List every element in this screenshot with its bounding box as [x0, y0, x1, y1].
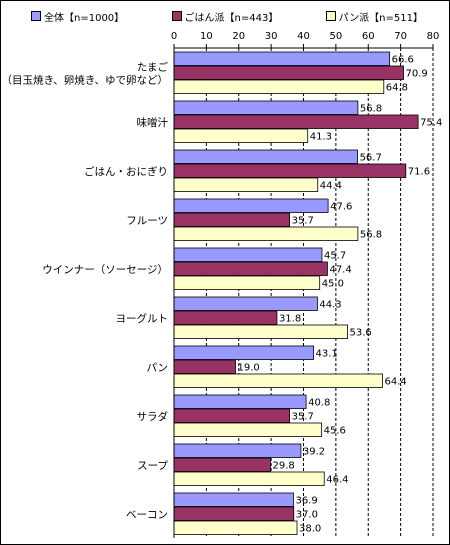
bar — [173, 394, 307, 409]
bar — [173, 471, 325, 486]
bar — [173, 345, 314, 360]
bar — [173, 149, 358, 164]
bar — [173, 520, 298, 535]
category-label: たまご — [137, 61, 169, 74]
bar — [173, 51, 391, 66]
x-tick-label: 80 — [427, 31, 440, 42]
bar — [173, 247, 323, 262]
bar-value-label: 38.0 — [299, 524, 321, 535]
bar-value-label: 71.6 — [408, 167, 430, 178]
legend-label-bread: パン派【n=511】 — [338, 12, 423, 24]
x-tick-label: 20 — [232, 31, 245, 42]
bar — [173, 65, 404, 80]
category-label: ごはん・おにぎり — [84, 165, 168, 178]
category-label: スープ — [137, 460, 168, 472]
x-tick-label: 50 — [330, 31, 343, 42]
bar — [173, 128, 309, 143]
bar-value-label: 75.4 — [420, 118, 442, 129]
bar — [173, 422, 323, 437]
legend-item-rice: ごはん派【n=443】 — [171, 8, 279, 24]
bar — [173, 100, 359, 115]
bar-value-label: 64.8 — [386, 83, 408, 94]
bar — [173, 177, 319, 192]
category-label: パン — [146, 362, 168, 374]
bar — [173, 324, 348, 339]
x-tick-label: 60 — [362, 31, 375, 42]
bar-value-label: 35.7 — [292, 216, 314, 227]
bar — [173, 408, 290, 423]
bar — [173, 163, 407, 178]
legend-item-all: 全体【n=1000】 — [31, 8, 124, 24]
legend-item-bread: パン派【n=511】 — [325, 8, 423, 24]
bar — [173, 275, 321, 290]
category-label: サラダ — [137, 410, 169, 423]
bar-value-label: 45.7 — [324, 251, 346, 262]
bar-value-label: 53.6 — [350, 328, 372, 339]
legend-swatch-bread — [325, 11, 336, 21]
x-tick-label: 10 — [200, 31, 213, 42]
bar-value-label: 66.6 — [392, 55, 414, 66]
x-tick-label: 0 — [171, 31, 177, 42]
bar — [173, 310, 278, 325]
bar-value-label: 47.6 — [330, 202, 352, 213]
category-label: フルーツ — [126, 215, 168, 227]
bar — [173, 443, 302, 458]
bar — [173, 457, 271, 472]
bar-value-label: 44.4 — [320, 181, 342, 192]
bar — [173, 226, 359, 241]
legend-swatch-all — [31, 11, 41, 21]
bar-value-label: 44.3 — [319, 300, 341, 311]
category-label: ベーコン — [126, 509, 168, 521]
legend: 全体【n=1000】 ごはん派【n=443】 パン派【n=511】 — [31, 8, 423, 24]
category-label: ヨーグルト — [116, 312, 169, 325]
legend-label-rice: ごはん派【n=443】 — [184, 12, 279, 24]
bar-value-label: 64.4 — [384, 377, 406, 388]
category-label: ウインナー（ソーセージ） — [42, 264, 168, 276]
x-tick-label: 30 — [265, 31, 278, 42]
bar-value-label: 45.6 — [324, 426, 346, 437]
bar-value-label: 45.0 — [322, 279, 344, 290]
bar-value-label: 56.8 — [360, 230, 382, 241]
x-tick-label: 40 — [297, 31, 310, 42]
bar-value-label: 35.7 — [292, 412, 314, 423]
bar-value-label: 70.9 — [406, 69, 428, 80]
bar-value-label: 46.4 — [326, 475, 348, 486]
bar-value-label: 56.7 — [360, 153, 382, 164]
bar — [173, 359, 236, 374]
bar — [173, 296, 318, 311]
bar-value-label: 19.0 — [238, 363, 260, 374]
bar-value-label: 56.8 — [360, 104, 382, 115]
bar — [173, 261, 328, 276]
legend-label-all: 全体【n=1000】 — [44, 12, 125, 24]
bar-value-label: 36.9 — [295, 496, 317, 507]
bar — [173, 492, 294, 507]
bar — [173, 506, 295, 521]
bar-value-label: 31.8 — [279, 314, 301, 325]
bar-value-label: 41.3 — [310, 132, 332, 143]
bar — [173, 114, 419, 129]
bar-value-label: 43.1 — [316, 349, 338, 360]
bar — [173, 79, 385, 94]
bar — [173, 198, 329, 213]
legend-swatch-rice — [171, 11, 182, 21]
bar-value-label: 40.8 — [308, 398, 330, 409]
bar — [173, 373, 383, 388]
category-label: 味噌汁 — [137, 116, 169, 129]
bar-value-label: 47.4 — [329, 265, 351, 276]
category-label: （目玉焼き、卵焼き、ゆで卵など） — [1, 75, 168, 87]
bar-value-label: 29.8 — [272, 461, 294, 472]
bar-value-label: 37.0 — [296, 510, 318, 521]
bar — [173, 212, 290, 227]
x-tick-label: 70 — [394, 31, 407, 42]
bar-value-label: 39.2 — [303, 447, 325, 458]
